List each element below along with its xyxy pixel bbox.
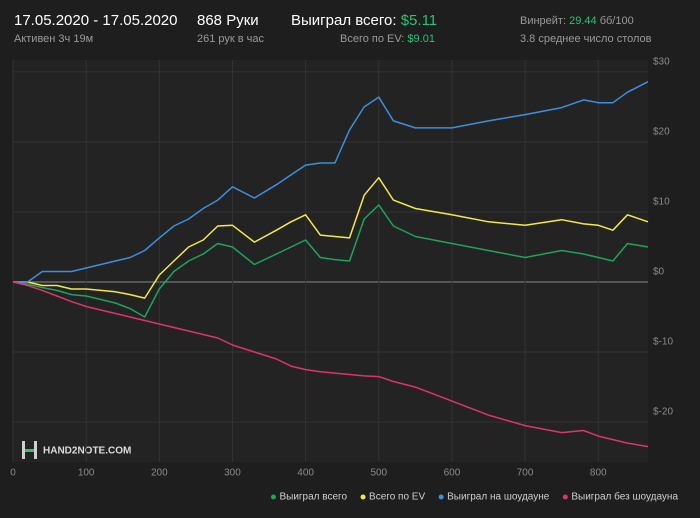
hands: 868 Руки: [197, 12, 259, 29]
x-tick-label: 700: [517, 468, 534, 479]
won-label: Выиграл всего:: [291, 12, 397, 29]
plot-area: [13, 60, 648, 462]
legend-label: Выиграл на шоудауне: [447, 492, 550, 503]
legend-marker: [562, 494, 568, 500]
series-line: [13, 176, 649, 299]
tables: 3.8 среднее число столов: [520, 33, 652, 45]
y-tick-label: $-20: [653, 407, 673, 418]
logo-icon: [22, 441, 37, 459]
series-line: [12, 204, 649, 318]
series-line: [13, 81, 649, 283]
won-value: $5.11: [401, 12, 437, 29]
ev-label: Всего по EV:: [340, 33, 404, 45]
legend-marker: [360, 494, 366, 500]
active-time: Активен 3ч 19м: [14, 33, 93, 45]
logo-text: HAND2NOTE.COM: [43, 446, 131, 457]
winrate-value: 29.44: [569, 15, 597, 27]
ev-total: Всего по EV: $9.01: [340, 33, 435, 45]
y-tick-label: $20: [653, 127, 670, 138]
x-tick-label: 400: [297, 468, 314, 479]
winrate-label: Винрейт:: [520, 15, 566, 27]
y-tick-label: $30: [653, 57, 670, 68]
y-tick-label: $0: [653, 267, 665, 278]
x-tick-label: 600: [444, 468, 461, 479]
won-total: Выиграл всего: $5.11: [291, 12, 437, 29]
winrate-unit: бб/100: [600, 15, 634, 27]
legend-marker: [438, 494, 444, 500]
winrate: Винрейт: 29.44 бб/100: [520, 15, 634, 27]
date-range: 17.05.2020 - 17.05.2020: [14, 12, 177, 29]
y-tick-label: $10: [653, 197, 670, 208]
x-tick-label: 0: [10, 468, 16, 479]
ev-value: $9.01: [407, 33, 435, 45]
y-tick-label: $-10: [653, 337, 673, 348]
x-tick-label: 800: [590, 468, 607, 479]
legend-label: Выиграл без шоудауна: [571, 491, 678, 503]
x-tick-label: 200: [151, 468, 168, 479]
x-tick-label: 300: [224, 468, 241, 479]
series-line: [12, 281, 649, 448]
legend-marker: [270, 494, 276, 500]
x-tick-label: 100: [78, 468, 95, 479]
legend-label: Всего по EV: [369, 492, 425, 503]
hands-per-hour: 261 рук в час: [197, 33, 265, 45]
x-tick-label: 500: [370, 468, 387, 479]
legend-label: Выиграл всего: [279, 492, 347, 503]
